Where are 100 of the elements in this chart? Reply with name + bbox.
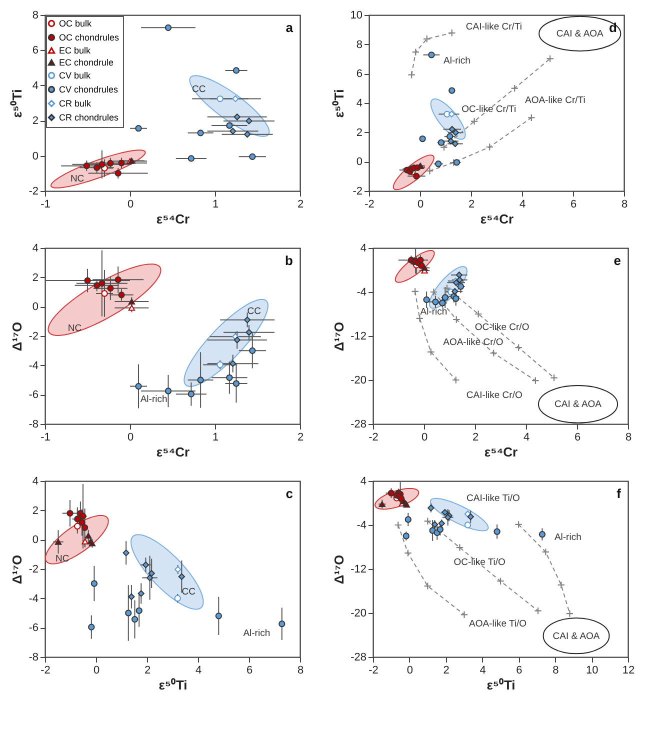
legend-label: CR bulk xyxy=(59,98,92,108)
y-tick-label: 0 xyxy=(356,156,362,168)
x-tick-label: 2 xyxy=(443,664,450,676)
x-axis-title: ε⁵⁰Ti xyxy=(158,678,188,692)
x-tick-label: 4 xyxy=(523,432,530,444)
annotation: CAI & AOA xyxy=(556,28,604,40)
x-tick-label: -2 xyxy=(368,432,378,444)
annotation: CC xyxy=(192,84,206,95)
x-tick-label: -2 xyxy=(368,664,378,676)
annotation: Al-rich xyxy=(444,55,470,66)
y-tick-label: -28 xyxy=(350,418,366,430)
y-tick-label: 2 xyxy=(32,504,38,517)
y-tick-label: -28 xyxy=(350,652,366,664)
x-tick-label: 8 xyxy=(297,664,304,676)
legend-label: OC bulk xyxy=(59,18,92,28)
y-tick-label: -4 xyxy=(28,592,38,605)
annotation: b xyxy=(285,253,294,268)
x-tick-label: 12 xyxy=(622,664,635,676)
x-tick-label: 8 xyxy=(552,664,559,676)
x-tick-label: 2 xyxy=(297,198,304,210)
annotation: CAI-like Cr/Ti xyxy=(466,22,522,33)
y-tick-label: 8 xyxy=(356,38,362,51)
x-tick-label: 6 xyxy=(516,664,522,676)
annotation: AOA-like Ti/O xyxy=(468,618,527,630)
y-tick-label: 0 xyxy=(32,534,38,546)
legend-label: EC bulk xyxy=(59,46,92,56)
annotation: Al-rich xyxy=(420,306,448,318)
y-tick-label: -12 xyxy=(350,564,366,576)
annotation: CC xyxy=(247,306,262,318)
x-tick-label: 8 xyxy=(621,198,628,210)
y-tick-label: -20 xyxy=(350,374,366,386)
annotation: Al-rich xyxy=(140,394,168,406)
y-tick-label: 6 xyxy=(32,44,38,57)
y-axis-title: Δ¹⁷O xyxy=(332,322,347,352)
annotation: AOA-like Cr/Ti xyxy=(524,95,586,106)
y-tick-label: -6 xyxy=(28,389,38,402)
y-tick-label: -8 xyxy=(28,418,38,430)
annotation: NC xyxy=(55,553,70,564)
y-tick-label: 4 xyxy=(32,242,38,254)
x-tick-label: 2 xyxy=(468,198,475,210)
y-tick-label: -6 xyxy=(28,622,38,634)
annotation: a xyxy=(286,20,294,35)
y-tick-label: -4 xyxy=(356,520,366,532)
x-tick-label: 0 xyxy=(127,198,134,210)
y-tick-label: -2 xyxy=(28,186,38,198)
x-axis-title: ε⁵⁴Cr xyxy=(480,212,514,226)
y-tick-label: 0 xyxy=(32,150,38,162)
y-axis-title: ε⁵⁰Ti xyxy=(331,89,346,118)
annotation: OC-like Cr/O xyxy=(474,322,530,334)
y-tick-label: 10 xyxy=(350,10,362,22)
x-tick-label: 6 xyxy=(246,664,253,676)
y-tick-label: 2 xyxy=(356,126,362,139)
y-axis-title: Δ¹⁷O xyxy=(10,554,25,584)
x-axis-title: ε⁵⁴Cr xyxy=(156,444,190,460)
x-tick-label: 2 xyxy=(144,664,151,676)
y-tick-label: 6 xyxy=(356,68,362,80)
y-tick-label: 4 xyxy=(356,98,362,110)
x-tick-label: 2 xyxy=(297,432,304,444)
x-tick-label: 0 xyxy=(421,432,428,444)
x-tick-label: 6 xyxy=(574,432,581,444)
x-tick-label: 2 xyxy=(472,432,479,444)
x-tick-label: 1 xyxy=(212,432,219,444)
y-tick-label: 4 xyxy=(32,476,38,488)
x-tick-label: 4 xyxy=(480,664,486,676)
y-tick-label: 4 xyxy=(360,242,366,254)
legend-label: CR chondrules xyxy=(59,112,120,122)
x-tick-label: -1 xyxy=(40,432,50,444)
annotation: OC-like Cr/Ti xyxy=(462,104,516,115)
x-tick-label: 6 xyxy=(570,198,577,210)
y-axis-title: ε⁵⁰Ti xyxy=(10,89,25,118)
x-tick-label: 4 xyxy=(195,664,202,676)
y-tick-label: -4 xyxy=(356,286,366,298)
annotation: CC xyxy=(182,586,196,598)
y-tick-label: -2 xyxy=(28,330,38,342)
annotation: NC xyxy=(70,174,84,185)
x-tick-label: 8 xyxy=(625,432,632,444)
x-tick-label: 0 xyxy=(93,664,100,676)
annotation: Al-rich xyxy=(554,532,582,543)
y-tick-label: -12 xyxy=(350,330,366,342)
y-tick-label: 4 xyxy=(32,80,38,92)
y-tick-label: 2 xyxy=(32,272,38,284)
x-axis-title: ε⁵⁰Ti xyxy=(486,678,516,692)
x-tick-label: 0 xyxy=(127,432,134,444)
y-tick-label: 4 xyxy=(360,476,366,488)
annotation: CAI-like Ti/O xyxy=(466,493,520,504)
x-tick-label: 4 xyxy=(519,198,526,210)
annotation: CAI & AOA xyxy=(554,399,602,410)
x-tick-label: 0 xyxy=(417,198,424,210)
x-axis-title: ε⁵⁴Cr xyxy=(484,444,518,460)
annotation: NC xyxy=(68,322,82,334)
y-tick-label: 0 xyxy=(32,301,38,314)
x-tick-label: -2 xyxy=(40,664,50,676)
x-tick-label: 10 xyxy=(586,664,598,676)
y-axis-title: Δ¹⁷O xyxy=(10,322,25,352)
annotation: e xyxy=(614,253,621,268)
annotation: c xyxy=(286,486,293,501)
legend-label: EC chondrule xyxy=(59,58,114,68)
annotation: d xyxy=(609,20,618,35)
y-axis-title: Δ¹⁷O xyxy=(332,554,347,584)
y-tick-label: -4 xyxy=(28,360,38,372)
